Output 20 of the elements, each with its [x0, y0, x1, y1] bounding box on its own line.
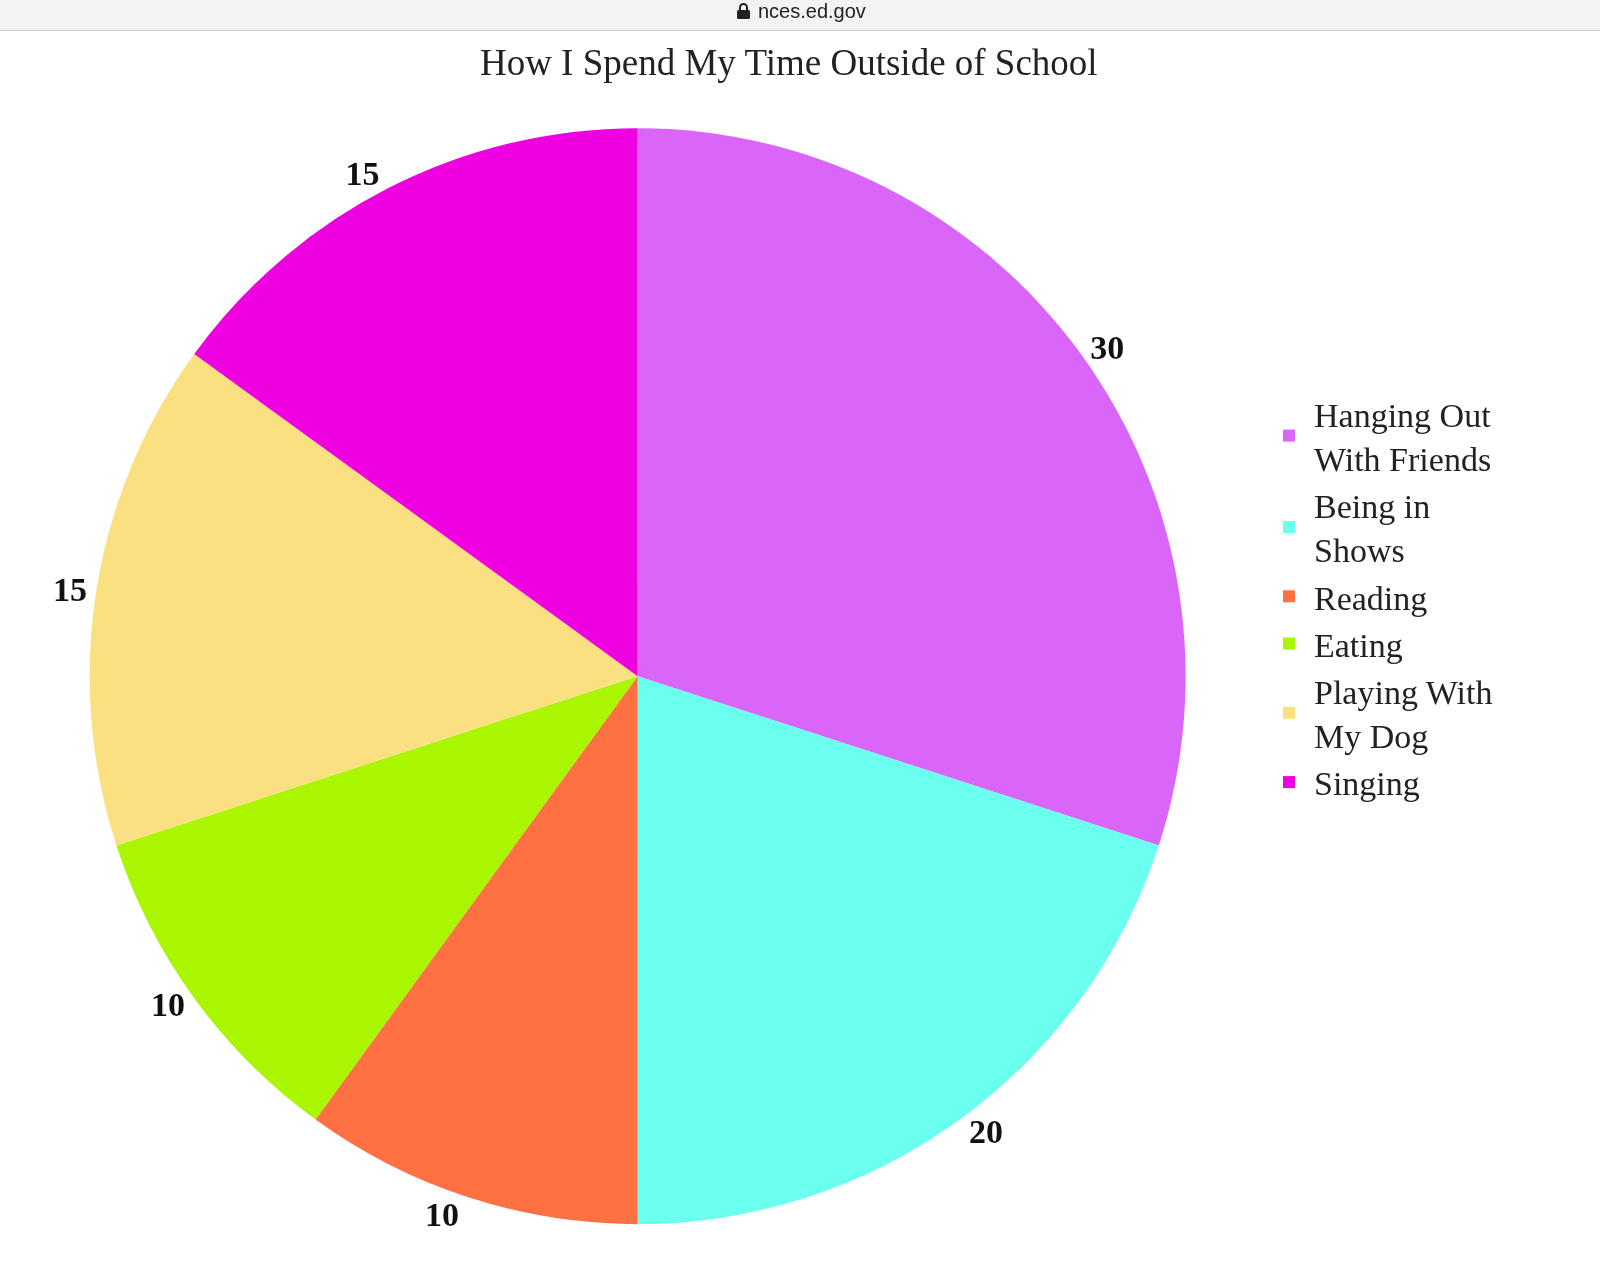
- data-label: 15: [53, 571, 88, 609]
- data-label: 10: [151, 986, 186, 1024]
- data-label: 30: [1090, 329, 1125, 367]
- legend-label: Eating: [1314, 626, 1403, 664]
- text: nces.ed.gov: [758, 0, 866, 22]
- data-label: 20: [968, 1113, 1003, 1151]
- legend-label: Playing With My Dog: [1314, 673, 1493, 756]
- legend-label: Singing: [1314, 765, 1420, 803]
- pie-slice: [637, 128, 1185, 846]
- data-label: 15: [345, 154, 380, 192]
- legend-label: Being in Shows: [1314, 488, 1431, 570]
- legend-label: Reading: [1314, 579, 1428, 617]
- legend-label: Hanging Out With Friends: [1314, 396, 1492, 478]
- pie-slice: [194, 128, 638, 677]
- pie-slice: [90, 354, 638, 846]
- pie-slice: [315, 676, 638, 1225]
- chart-title: How I Spend My Time Outside of School: [479, 41, 1098, 83]
- pie-slice: [116, 676, 638, 1120]
- data-label: 10: [425, 1195, 460, 1233]
- pie-slice: [637, 676, 1159, 1225]
